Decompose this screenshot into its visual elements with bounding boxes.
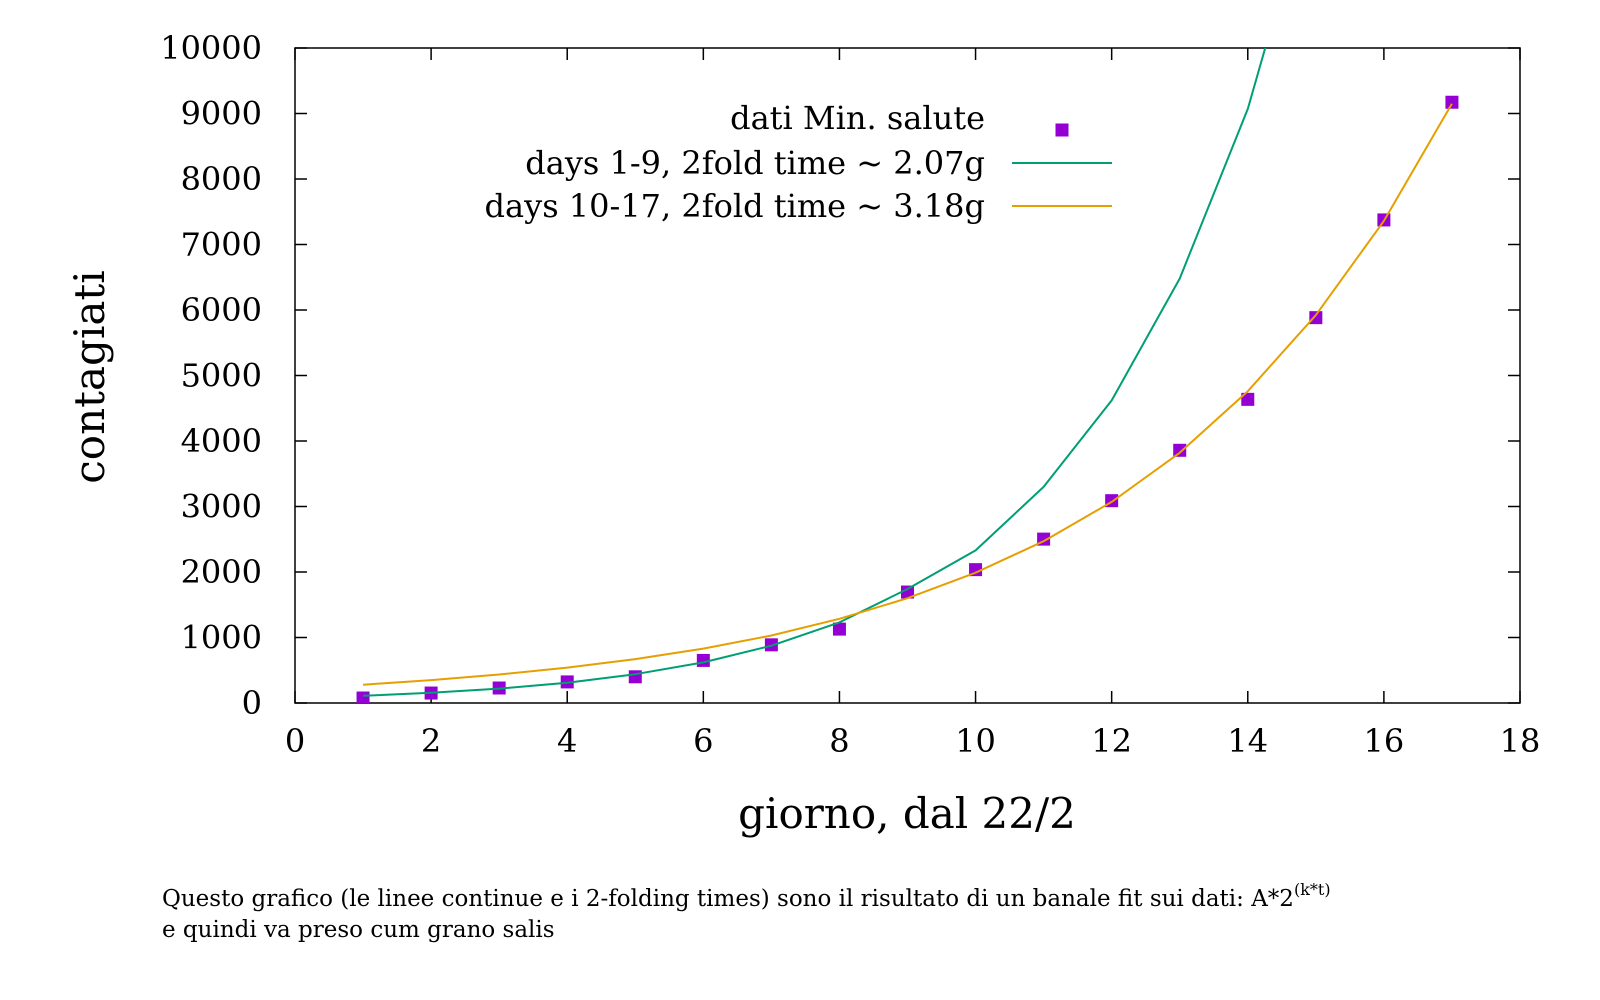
- x-tick-label: 4: [557, 722, 577, 760]
- x-tick-label: 16: [1364, 722, 1405, 760]
- caption-line-1: Questo grafico (le linee continue e i 2-…: [162, 880, 1331, 912]
- y-tick-label: 10000: [160, 29, 262, 67]
- x-tick-label: 18: [1500, 722, 1541, 760]
- y-tick-label: 0: [242, 684, 262, 722]
- series-1-point: [628, 670, 642, 684]
- series-3-line: [363, 103, 1453, 686]
- y-tick-label: 3000: [181, 488, 262, 526]
- x-tick-label: 8: [829, 722, 849, 760]
- y-axis-title: contagiati: [65, 270, 114, 483]
- x-tick-label: 14: [1227, 722, 1268, 760]
- legend: dati Min. salute days 1-9, 2fold time ~ 2…: [485, 99, 1112, 225]
- x-tick-label: 6: [693, 722, 713, 760]
- legend-label: days 10-17, 2fold time ~ 3.18g: [485, 187, 985, 225]
- y-tick-label: 1000: [181, 619, 262, 657]
- series-1-point: [1173, 443, 1187, 457]
- x-tick-label: 12: [1091, 722, 1132, 760]
- x-tick-labels: 0 2 4 6 8 10 12 14 16 18: [285, 722, 1541, 760]
- caption-line-2: e quindi va preso cum grano salis: [162, 917, 555, 943]
- legend-label: dati Min. salute: [730, 99, 985, 137]
- series-layer: [356, 48, 1459, 703]
- series-2-line: [363, 48, 1267, 697]
- axis-ticks: [294, 47, 1521, 704]
- y-tick-label: 2000: [181, 553, 262, 591]
- y-tick-label: 7000: [181, 226, 262, 264]
- legend-swatch-marker: [1055, 123, 1069, 137]
- caption-text-2: e quindi va preso cum grano salis: [162, 917, 555, 943]
- caption-text: Questo grafico (le linee continue e i 2-…: [162, 886, 1294, 912]
- y-tick-label: 4000: [181, 422, 262, 460]
- x-axis-title: giorno, dal 22/2: [738, 789, 1076, 838]
- y-tick-labels: 0 1000 2000 3000 4000 5000 6000 7000 8000 9000 100…: [160, 29, 262, 722]
- x-tick-label: 10: [955, 722, 996, 760]
- y-tick-label: 8000: [181, 160, 262, 198]
- x-tick-label: 2: [421, 722, 441, 760]
- y-tick-label: 6000: [181, 291, 262, 329]
- series-1-point: [1309, 311, 1323, 325]
- series-1-point: [832, 622, 846, 636]
- y-tick-label: 5000: [181, 357, 262, 395]
- chart: 0 2 4 6 8 10 12 14 16 18 0 1000 2000 3000 4000 5000 600…: [65, 29, 1541, 838]
- series-1-point: [1445, 95, 1459, 109]
- caption-exponent: (k*t): [1293, 880, 1331, 899]
- series-1-point: [356, 691, 370, 703]
- x-tick-label: 0: [285, 722, 305, 760]
- series-1-point: [1241, 392, 1255, 406]
- legend-label: days 1-9, 2fold time ~ 2.07g: [525, 144, 985, 182]
- y-tick-label: 9000: [181, 95, 262, 133]
- series-1-point: [901, 585, 914, 599]
